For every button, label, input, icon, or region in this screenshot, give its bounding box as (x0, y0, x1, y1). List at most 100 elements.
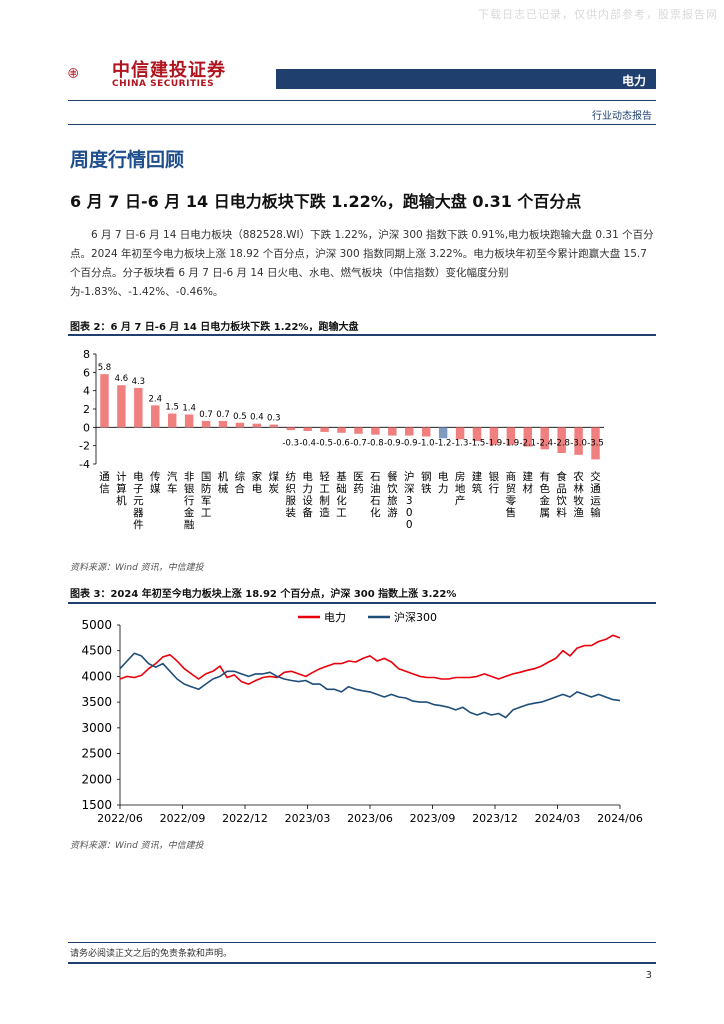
bar-房地产 (455, 427, 465, 440)
bar-y-tick-label: 4 (83, 385, 90, 398)
bar-家电 (252, 423, 262, 428)
line-x-tick-label: 2023/12 (472, 812, 518, 825)
line-y-tick-label: 4500 (81, 644, 112, 658)
line-x-tick-label: 2022/12 (222, 812, 268, 825)
bar-category-label: 建材 (523, 470, 534, 495)
brand-name: 中信建投证券 (112, 60, 226, 81)
bar-有色金属 (540, 427, 549, 450)
bar-电力设备 (303, 427, 312, 431)
bar-医药 (354, 427, 363, 434)
line-x-tick-label: 2022/09 (160, 812, 206, 825)
bar-value-label: -1.9 (503, 438, 520, 448)
bar-value-label: -3.5 (587, 438, 604, 448)
line-x-tick-label: 2022/06 (97, 812, 143, 825)
bar-value-label: -0.7 (350, 438, 367, 448)
bar-category-label: 交通运输 (590, 470, 601, 519)
bar-y-tick-label: 8 (83, 348, 90, 361)
bar-chart: -4 -2 0 2 4 6 8 5.8 通信 4.6 计算机 4.3 电子元器件 2.4 传媒 1.5 汽车 1.… (79, 348, 604, 531)
bar-通信 (100, 374, 109, 428)
bar-value-label: -2.1 (520, 438, 537, 448)
line-x-tick-label: 2023/09 (410, 812, 456, 825)
bar-category-label: 食品饮料 (556, 470, 567, 519)
bar-category-label: 沪深 3 0 0 (404, 470, 415, 531)
bar-商贸零售 (506, 427, 516, 445)
bar-category-label: 传媒 (150, 471, 161, 495)
bar-y-tick-label: -4 (79, 458, 90, 471)
bar-农林牧渔 (574, 427, 583, 455)
bar-传媒 (151, 405, 160, 428)
bar-y-tick-label: 2 (83, 403, 90, 416)
line-y-tick-label: 2000 (81, 772, 112, 786)
line-x-tick-label: 2024/06 (597, 812, 643, 825)
bar-建筑 (472, 427, 482, 442)
sub-title: 6 月 7 日-6 月 14 日电力板块下跌 1.22%，跑输大盘 0.31 个… (70, 192, 582, 211)
bar-交通运输 (591, 427, 600, 460)
figure3-source: 资料来源：Wind 资讯，中信建投 (70, 841, 204, 851)
bar-value-label: -0.9 (384, 438, 401, 448)
bar-category-label: 医药 (353, 471, 364, 495)
bar-建材 (523, 427, 533, 447)
bar-category-label: 计算机 (116, 470, 127, 507)
brand-name-en: CHINA SECURITIES (112, 79, 215, 89)
bar-纺织服装 (286, 427, 295, 431)
bar-value-label: -0.4 (299, 438, 316, 448)
figure2-source: 资料来源：Wind 资讯，中信建投 (70, 563, 204, 573)
bar-value-label: -1.9 (486, 438, 503, 448)
bar-category-label: 综合 (235, 470, 246, 495)
bar-category-label: 电子元器件 (133, 470, 144, 531)
bar-value-label: 5.8 (98, 363, 112, 373)
line-y-tick-label: 3500 (81, 695, 112, 709)
line-series-电力 (119, 634, 621, 685)
watermark: 下载日志已记录，仅供内部参考，股票报告网 (478, 8, 718, 21)
line-y-tick-label: 4000 (81, 669, 112, 683)
bar-category-label: 煤炭 (269, 470, 280, 495)
line-y-tick-label: 1500 (81, 798, 112, 812)
brand-logo (68, 68, 79, 78)
figure2-title: 图表 2：6 月 7 日-6 月 14 日电力板块下跌 1.22%，跑输大盘 (70, 322, 359, 333)
disclaimer-note: 请务必阅读正文之后的免责条款和声明。 (70, 949, 233, 959)
bar-category-label: 纺织服装 (285, 470, 296, 519)
figure3-divider (68, 602, 656, 604)
summary-paragraph: 6 月 7 日-6 月 14 日电力板块（882528.WI）下跌 1.22%，… (70, 229, 654, 298)
report-type: 行业动态报告 (592, 111, 652, 122)
bar-煤炭 (269, 424, 279, 428)
bar-电子元器件 (134, 387, 143, 428)
bar-value-label: 0.5 (233, 412, 247, 422)
bar-综合 (235, 422, 245, 428)
bar-机械 (218, 420, 228, 428)
line-y-tick-label: 2500 (81, 747, 112, 761)
bar-category-label: 电力 (438, 470, 449, 495)
line-y-tick-label: 3000 (81, 721, 112, 735)
line-x-tick-label: 2023/03 (285, 812, 331, 825)
bar-非银行金融 (184, 414, 194, 428)
line-x-tick-label: 2024/03 (535, 812, 581, 825)
bar-category-label: 国防军工 (201, 471, 212, 519)
line-y-tick-label: 5000 (81, 618, 112, 632)
footer-divider-top (68, 942, 656, 943)
bar-category-label: 农林牧渔 (573, 470, 584, 519)
bar-餐饮旅游 (388, 427, 397, 436)
bar-value-label: 4.3 (132, 377, 146, 387)
bar-category-label: 商贸零售 (506, 470, 517, 519)
bar-value-label: 0.4 (250, 413, 264, 423)
bar-value-label: -2.4 (536, 438, 553, 448)
bar-category-label: 钢铁 (421, 470, 432, 495)
bar-y-tick-label: 6 (83, 366, 90, 379)
footer-divider (68, 962, 656, 964)
bar-category-label: 有色金属 (539, 470, 550, 519)
section-title: 周度行情回顾 (70, 149, 185, 171)
bar-value-label: -0.6 (333, 438, 350, 448)
bar-沪深300 (405, 427, 414, 436)
bar-category-label: 石油石化 (370, 471, 381, 519)
bar-国防军工 (201, 420, 211, 428)
bar-value-label: 2.4 (149, 394, 163, 404)
bar-value-label: -0.8 (367, 438, 384, 448)
line-chart: 1500 2000 2500 3000 3500 4000 4500 5000 2022/06 2… (81, 610, 643, 825)
bar-value-label: 4.6 (115, 374, 129, 384)
bar-食品饮料 (557, 427, 566, 453)
bar-value-label: 1.5 (165, 403, 179, 413)
bar-category-label: 轻工制造 (319, 470, 330, 519)
bar-value-label: 0.7 (199, 410, 213, 420)
bar-value-label: 0.3 (267, 414, 281, 424)
page-number: 3 (645, 970, 652, 981)
